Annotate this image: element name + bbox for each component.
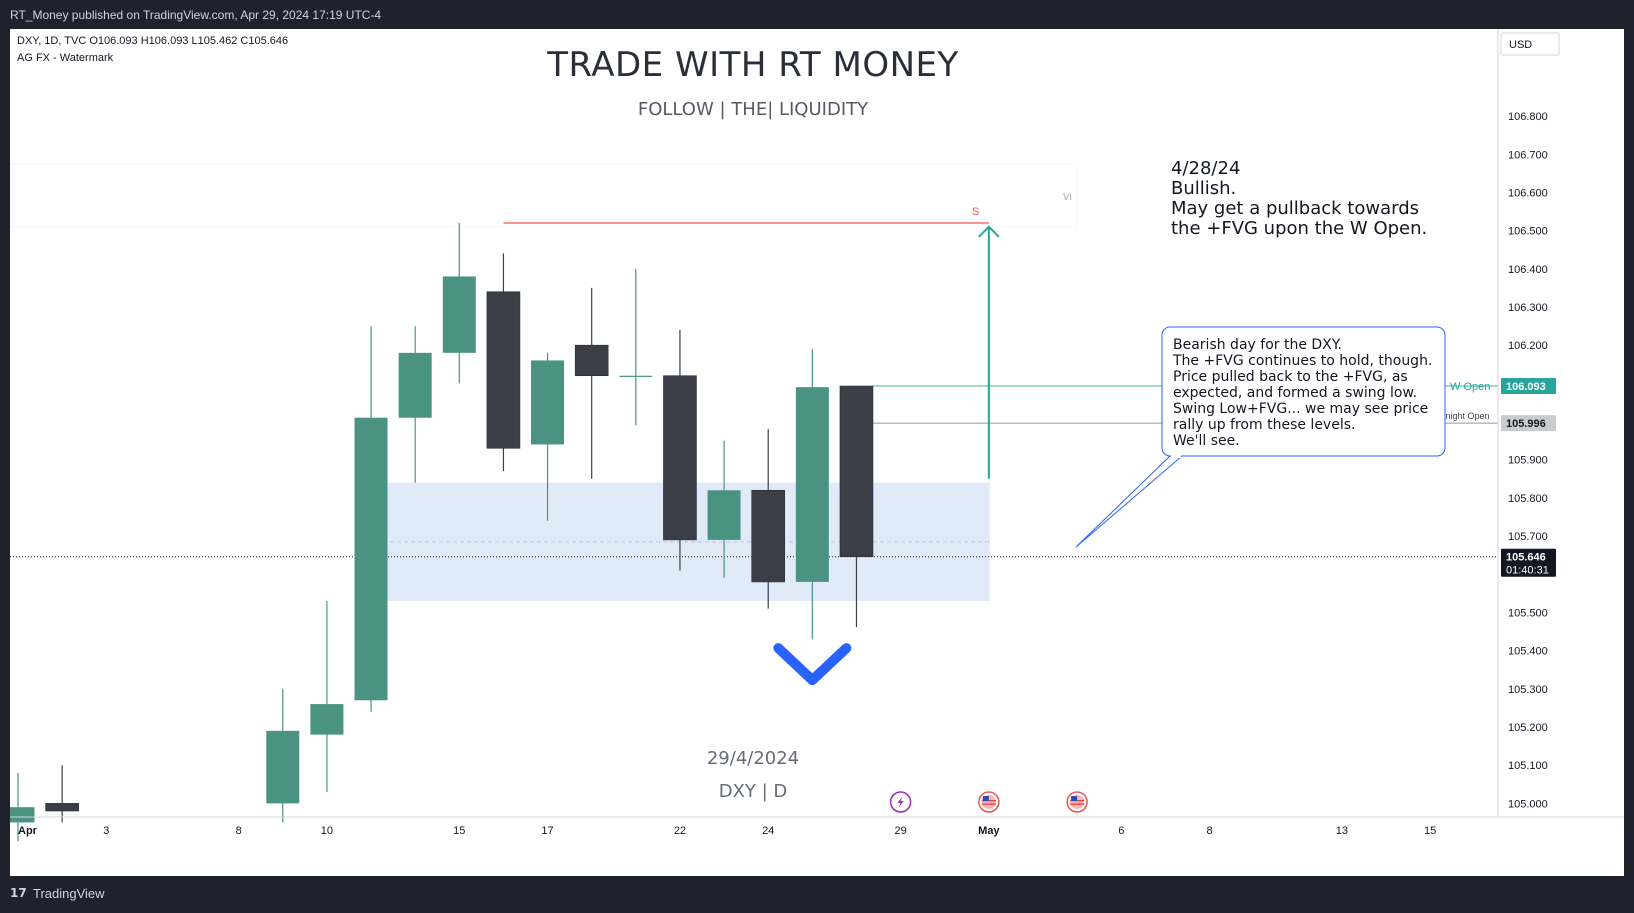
note-date: 4/28/24 [1171,158,1240,179]
tradingview-logo-icon[interactable]: 17 [10,886,27,900]
candle-body [354,417,388,701]
midnight-open-label: Midnight Open [1431,411,1490,421]
candle-body [442,276,476,353]
us-flag-icon[interactable] [1066,791,1088,813]
chart-panel[interactable]: VI S W Open Midnight Open TRADE WITH RT MONE… [10,29,1624,876]
note-line: the +FVG upon the W Open. [1171,218,1427,239]
tradingview-footer: 17 TradingView [0,876,1634,913]
time-tick-label: 15 [1424,825,1436,837]
earnings-icon[interactable] [889,791,912,813]
candle-body [531,360,565,445]
callout-line: Price pulled back to the +FVG, as [1173,369,1408,385]
callout-box [1161,326,1446,457]
candle-body [751,489,786,583]
callout-line: rally up from these levels. [1173,417,1355,433]
candle-body [486,291,521,449]
time-tick-label: 15 [453,825,465,837]
candlestick-chart[interactable]: VI S W Open Midnight Open TRADE WITH RT MONE… [10,29,1624,876]
price-tick-label: 106.700 [1508,149,1548,161]
last-price-tag-text: 105.646 [1506,552,1546,564]
time-tick-label: 10 [321,825,333,837]
price-tick-label: 105.400 [1508,646,1548,658]
callout-line: expected, and formed a swing low. [1173,385,1417,401]
watermark-date: 29/4/2024 [707,748,799,769]
note-line: Bullish. [1171,178,1236,199]
candle-body [398,352,432,418]
price-tick-label: 105.800 [1508,493,1548,505]
price-tick-label: 106.400 [1508,264,1548,276]
time-tick-label: 24 [762,825,774,837]
callout-line: We'll see. [1173,433,1240,449]
w-open-price-tag [1501,378,1556,395]
price-tick-label: 106.800 [1508,111,1548,123]
price-tick-label: 105.100 [1508,760,1548,772]
time-tick-label: 8 [1206,825,1212,837]
price-tick-label: 106.600 [1508,187,1548,199]
candle-body [45,803,79,812]
price-tick-label: 105.000 [1508,798,1548,810]
candle-body [310,704,344,735]
price-tick-label: 106.500 [1508,226,1548,238]
w-open-price-tag-text: 106.093 [1506,381,1546,393]
upper-band-label: VI [1063,192,1072,202]
time-tick-label: 3 [103,825,109,837]
candle-body [663,375,697,541]
upper-band [10,163,1078,228]
swing-low-chevron-icon [773,643,852,686]
time-tick-label: 8 [236,825,242,837]
candle-body [839,385,874,558]
callout-pointer [1075,455,1183,548]
callout-line: The +FVG continues to hold, though. [1172,353,1432,369]
last-price-tag [1501,548,1556,577]
time-tick-label: 6 [1118,825,1124,837]
time-tick-label: 29 [894,825,906,837]
watermark-symbol: DXY | D [719,781,788,802]
last-price-tag-countdown: 01:40:31 [1506,565,1549,577]
us-flag-icon[interactable] [978,791,1000,813]
candle-body [707,490,741,540]
candle-body [574,344,609,377]
sell-line-label: S [972,206,979,218]
indicator-legend: AG FX - Watermark [17,52,114,64]
time-tick-label: 22 [674,825,686,837]
price-tick-label: 105.300 [1508,684,1548,696]
price-tick-label: 106.200 [1508,340,1548,352]
price-tick-label: 105.900 [1508,455,1548,467]
midnight-open-price-tag [1501,415,1556,432]
ohlc-legend: DXY, 1D, TVC O106.093 H106.093 L105.462 … [17,35,288,47]
candle-body [619,375,653,377]
time-tick-label: 17 [541,825,553,837]
callout-line: Swing Low+FVG... we may see price [1173,401,1428,417]
midnight-open-price-tag-text: 105.996 [1506,418,1546,430]
candle-body [266,730,300,804]
time-tick-label: 13 [1336,825,1348,837]
time-tick-label: May [978,825,1000,837]
watermark-title: TRADE WITH RT MONEY [546,45,959,85]
currency-button[interactable] [1500,32,1560,56]
note-line: May get a pullback towards [1171,198,1419,219]
price-tick-label: 106.300 [1508,302,1548,314]
tradingview-brand[interactable]: TradingView [33,886,105,901]
publish-header: RT_Money published on TradingView.com, A… [0,0,1634,29]
price-tick-label: 105.700 [1508,531,1548,543]
publish-info-text: RT_Money published on TradingView.com, A… [10,8,382,22]
candle-body [10,807,35,823]
arrow-up-head [978,225,1000,238]
w-open-label: W Open [1450,381,1490,393]
candle-body [795,387,829,582]
time-tick-label: Apr [18,825,38,837]
callout-line: Bearish day for the DXY. [1173,337,1342,353]
price-tick-label: 105.500 [1508,607,1548,619]
price-axis [1498,29,1624,876]
currency-label: USD [1509,39,1532,51]
price-tick-label: 105.200 [1508,722,1548,734]
watermark-subtitle: FOLLOW | THE| LIQUIDITY [638,99,869,120]
